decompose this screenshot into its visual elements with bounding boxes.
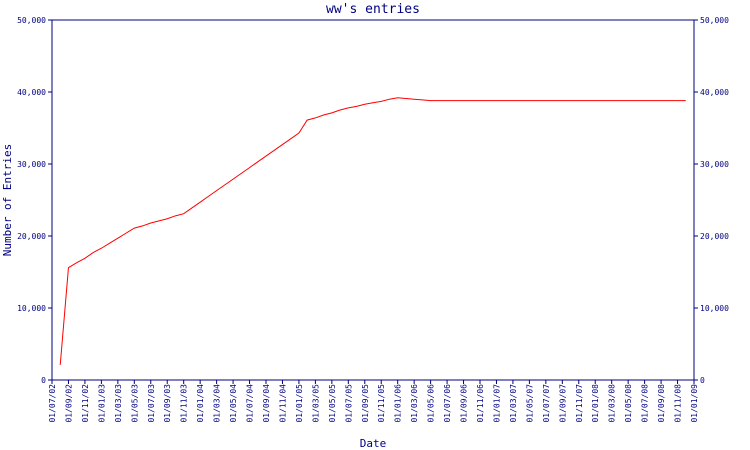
chart-title: ww's entries	[326, 2, 420, 17]
x-tick-label: 01/05/08	[624, 384, 633, 423]
y2-tick-label: 20,000	[700, 232, 729, 241]
y-tick-label: 0	[41, 376, 46, 385]
x-tick-label: 01/05/04	[229, 384, 238, 423]
x-tick-label: 01/03/05	[311, 384, 320, 423]
x-tick-label: 01/11/05	[377, 384, 386, 423]
x-axis-label: Date	[360, 437, 387, 450]
x-tick-label: 01/05/03	[130, 384, 139, 423]
y2-tick-label: 0	[700, 376, 705, 385]
x-tick-label: 01/05/05	[328, 384, 337, 423]
x-tick-label: 01/01/04	[196, 384, 205, 423]
x-tick-label: 01/07/02	[48, 384, 57, 423]
x-tick-label: 01/01/03	[97, 384, 106, 423]
x-tick-label: 01/05/07	[525, 384, 534, 423]
x-tick-label: 01/01/07	[492, 384, 501, 423]
x-tick-label: 01/03/07	[509, 384, 518, 423]
y-axis-label: Number of Entries	[1, 144, 14, 257]
x-tick-label: 01/11/04	[278, 384, 287, 423]
x-tick-label: 01/07/06	[443, 384, 452, 423]
y2-tick-label: 50,000	[700, 16, 729, 25]
x-tick-label: 01/07/05	[344, 384, 353, 423]
x-tick-label: 01/11/02	[81, 384, 90, 423]
x-tick-label: 01/11/07	[575, 384, 584, 423]
x-tick-label: 01/03/06	[410, 384, 419, 423]
x-tick-label: 01/03/04	[213, 384, 222, 423]
x-tick-label: 01/05/06	[427, 384, 436, 423]
x-tick-label: 01/01/06	[394, 384, 403, 423]
x-tick-label: 01/07/08	[641, 384, 650, 423]
data-line	[59, 97, 686, 365]
x-tick-label: 01/09/05	[361, 384, 370, 423]
y2-tick-label: 40,000	[700, 88, 729, 97]
x-tick-label: 01/09/08	[657, 384, 666, 423]
x-tick-label: 01/01/05	[295, 384, 304, 423]
plot-frame	[51, 19, 695, 381]
x-tick-label: 01/07/04	[246, 384, 255, 423]
x-tick-label: 01/03/08	[608, 384, 617, 423]
x-tick-label: 01/07/07	[542, 384, 551, 423]
x-tick-label: 01/09/04	[262, 384, 271, 423]
y-tick-label: 10,000	[17, 304, 46, 313]
x-tick-label: 01/11/03	[180, 384, 189, 423]
x-tick-label: 01/01/09	[690, 384, 699, 423]
x-tick-label: 01/01/08	[591, 384, 600, 423]
x-tick-label: 01/09/02	[64, 384, 73, 423]
y-tick-label: 50,000	[17, 16, 46, 25]
y-tick-label: 40,000	[17, 88, 46, 97]
y-tick-label: 20,000	[17, 232, 46, 241]
x-tick-label: 01/11/08	[674, 384, 683, 423]
y2-tick-label: 30,000	[700, 160, 729, 169]
y-tick-label: 30,000	[17, 160, 46, 169]
x-tick-label: 01/09/03	[163, 384, 172, 423]
x-tick-label: 01/11/06	[476, 384, 485, 423]
x-tick-label: 01/07/03	[147, 384, 156, 423]
x-tick-label: 01/03/03	[114, 384, 123, 423]
x-tick-label: 01/09/06	[460, 384, 469, 423]
y2-tick-label: 10,000	[700, 304, 729, 313]
x-tick-label: 01/09/07	[558, 384, 567, 423]
